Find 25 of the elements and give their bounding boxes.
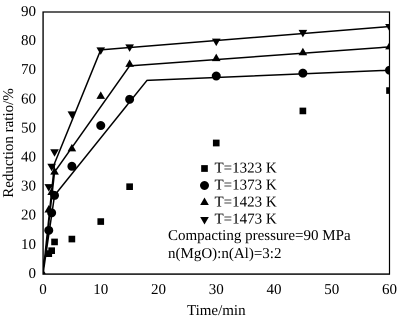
x-tick-label: 50 <box>324 282 340 298</box>
y-axis-title: Reduction ratio/% <box>0 88 17 198</box>
y-tick-label: 70 <box>21 62 36 78</box>
x-axis-title: Time/min <box>186 302 246 319</box>
y-tick-label: 80 <box>21 33 36 50</box>
annotation: Compacting pressure=90 MPa <box>168 228 351 244</box>
x-tick-label: 40 <box>266 282 282 298</box>
y-tick-label: 90 <box>21 4 36 20</box>
y-tick-label: 30 <box>21 178 36 195</box>
y-tick-label: 20 <box>21 208 36 224</box>
annotation: n(MgO):n(Al)=3:2 <box>168 246 282 262</box>
x-tick-label: 10 <box>93 282 108 298</box>
legend-label: T=1423 K <box>214 194 277 210</box>
y-tick-label: 40 <box>21 149 36 166</box>
legend-label: T=1473 K <box>214 211 277 228</box>
y-tick-label: 60 <box>21 91 36 108</box>
legend-label: T=1373 K <box>214 177 277 194</box>
y-tick-label: 50 <box>21 120 36 136</box>
x-tick-label: 30 <box>208 282 224 298</box>
y-tick-label: 10 <box>21 236 36 253</box>
x-tick-label: 60 <box>382 282 397 298</box>
y-tick-label: 0 <box>28 266 36 282</box>
x-tick-label: 20 <box>151 282 166 298</box>
x-tick-label: 0 <box>39 282 47 298</box>
legend-label: T=1323 K <box>214 160 277 176</box>
